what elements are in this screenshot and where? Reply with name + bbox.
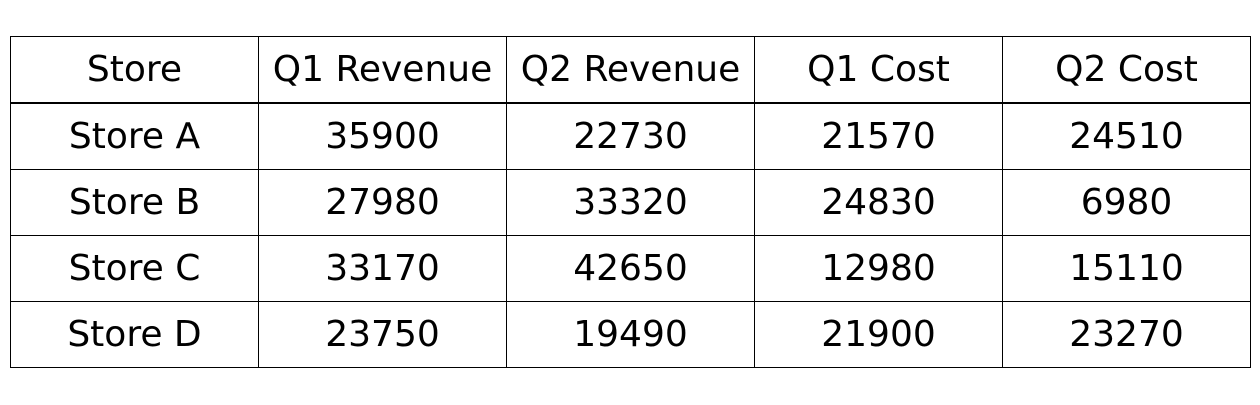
table-cell: 35900 — [258, 102, 507, 170]
table-cell: 27980 — [258, 169, 507, 236]
table-cell: Store C — [10, 235, 259, 302]
table-row: Store C 33170 42650 12980 15110 — [10, 235, 1251, 302]
header-cell-q1-cost: Q1 Cost — [754, 36, 1003, 104]
table-cell: 24510 — [1002, 102, 1251, 170]
table-cell: 15110 — [1002, 235, 1251, 302]
table-row: Store D 23750 19490 21900 23270 — [10, 301, 1251, 368]
table-row: Store A 35900 22730 21570 24510 — [10, 102, 1251, 170]
table-cell: 23750 — [258, 301, 507, 368]
table-cell: 19490 — [506, 301, 755, 368]
table-cell: 12980 — [754, 235, 1003, 302]
table-row: Store B 27980 33320 24830 6980 — [10, 169, 1251, 236]
data-table: Store Q1 Revenue Q2 Revenue Q1 Cost Q2 C… — [10, 36, 1251, 368]
table-cell: 42650 — [506, 235, 755, 302]
table-cell: 23270 — [1002, 301, 1251, 368]
header-row: Store Q1 Revenue Q2 Revenue Q1 Cost Q2 C… — [10, 36, 1251, 104]
table-cell: 24830 — [754, 169, 1003, 236]
header-cell-store: Store — [10, 36, 259, 104]
table-cell: 21570 — [754, 102, 1003, 170]
header-cell-q1-revenue: Q1 Revenue — [258, 36, 507, 104]
table-cell: 22730 — [506, 102, 755, 170]
table-cell: 21900 — [754, 301, 1003, 368]
header-cell-q2-cost: Q2 Cost — [1002, 36, 1251, 104]
table-cell: 6980 — [1002, 169, 1251, 236]
table-cell: 33320 — [506, 169, 755, 236]
table-cell: 33170 — [258, 235, 507, 302]
table-cell: Store D — [10, 301, 259, 368]
table-cell: Store A — [10, 102, 259, 170]
table-cell: Store B — [10, 169, 259, 236]
header-cell-q2-revenue: Q2 Revenue — [506, 36, 755, 104]
